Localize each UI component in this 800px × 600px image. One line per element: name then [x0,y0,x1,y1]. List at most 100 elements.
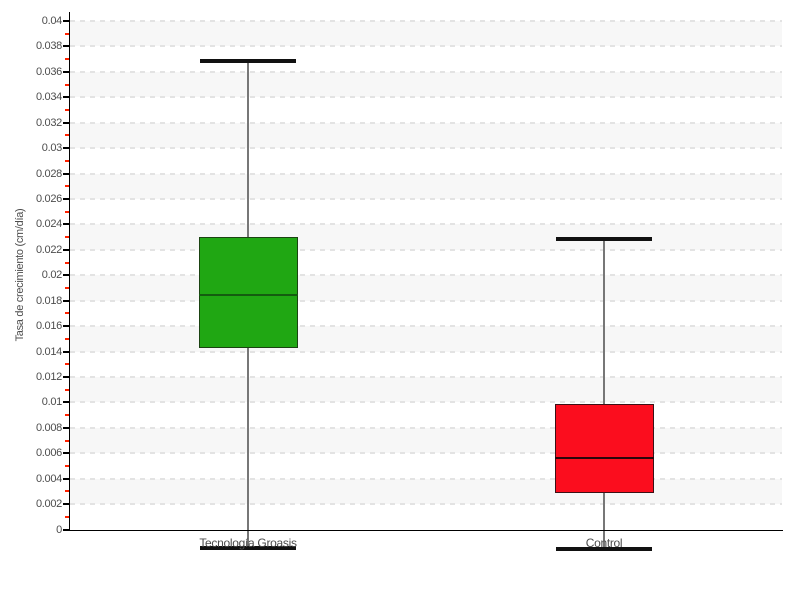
x-category-label: Control [585,535,623,550]
whisker-line [603,239,605,550]
gridline [70,121,782,124]
y-major-tick [63,350,70,353]
plot-area [70,20,782,552]
median-line [554,456,654,459]
grid-band [70,21,782,47]
y-tick-label: 0.006 [35,447,62,460]
y-minor-tick [65,134,69,137]
y-minor-tick [65,363,69,366]
y-tick-label: 0.012 [35,370,62,383]
y-minor-tick [65,439,69,442]
y-major-tick [63,147,70,150]
grid-band [70,478,782,505]
gridline [70,172,782,175]
y-tick-label: 0.036 [35,65,62,78]
gridline [70,503,782,506]
y-minor-tick [65,414,69,417]
y-major-tick [63,426,70,429]
x-axis-line [68,529,783,532]
y-minor-tick [65,236,69,239]
box-iqr [554,404,654,494]
grid-band [70,122,782,149]
y-tick-label: 0.04 [41,15,63,27]
y-tick-label: 0.014 [35,345,62,358]
y-major-tick [63,70,70,73]
y-tick-label: 0.024 [35,218,62,231]
gridline [70,45,782,48]
gridline [70,96,782,99]
y-minor-tick [65,261,69,264]
y-minor-tick [65,388,69,391]
y-tick-label: 0.03 [41,142,63,155]
y-tick-label: 0.028 [35,167,62,180]
gridline [70,20,782,22]
y-major-tick [63,375,70,378]
grid-band [70,275,782,301]
gridline [70,350,782,353]
x-category-label: Tecnología Groasis [199,535,297,550]
gridline [70,477,782,480]
whisker-cap-max [556,237,652,242]
whisker-cap-min [200,545,296,550]
y-major-tick [63,121,70,124]
y-minor-tick [65,464,69,467]
y-tick-label: 0.01 [41,396,63,409]
y-major-tick [63,223,70,226]
gridline [70,248,782,251]
y-minor-tick [65,108,69,111]
gridline [70,147,782,150]
y-minor-tick [65,159,69,162]
grid-band [70,71,782,98]
y-minor-tick [65,32,69,35]
gridline [70,426,782,429]
y-tick-label: 0.022 [35,243,62,256]
whisker-cap-min [556,547,652,552]
gridline [70,325,782,328]
y-major-tick [63,274,70,277]
box-iqr [198,236,298,349]
grid-band [70,173,782,199]
gridline [70,452,782,455]
y-major-tick [63,503,70,506]
y-minor-tick [65,210,69,213]
y-tick-label: 0.034 [35,91,62,104]
gridline [70,70,782,73]
gridline [70,223,782,226]
y-major-tick [63,325,70,328]
y-tick-label: 0.02 [41,269,63,282]
y-tick-label: 0.008 [35,421,62,434]
y-minor-tick [65,337,69,340]
y-minor-tick [65,490,69,493]
gridline [70,274,782,277]
y-tick-label: 0.016 [35,320,62,333]
y-minor-tick [65,58,69,61]
gridline [70,299,782,302]
y-major-tick [63,20,70,22]
y-major-tick [63,401,70,404]
y-minor-tick [65,286,69,289]
y-major-tick [63,477,70,480]
y-axis-line [68,12,70,531]
y-major-tick [63,528,70,531]
y-tick-label: 0.018 [35,294,62,307]
grid-band [70,376,782,403]
grid-band [70,427,782,454]
median-line [198,293,298,296]
y-major-tick [63,45,70,48]
y-tick-label: 0.026 [35,192,62,205]
whisker-cap-max [200,59,296,64]
y-major-tick [63,197,70,200]
grid-band [70,224,782,250]
y-major-tick [63,248,70,251]
y-major-tick [63,452,70,455]
y-minor-tick [65,83,69,86]
y-tick-label: 0.032 [35,116,62,129]
y-tick-label: 0.004 [35,472,62,485]
y-major-tick [63,172,70,175]
gridline [70,375,782,378]
gridline [70,197,782,200]
y-minor-tick [65,185,69,188]
y-tick-label: 0.038 [35,40,62,53]
y-major-tick [63,96,70,99]
